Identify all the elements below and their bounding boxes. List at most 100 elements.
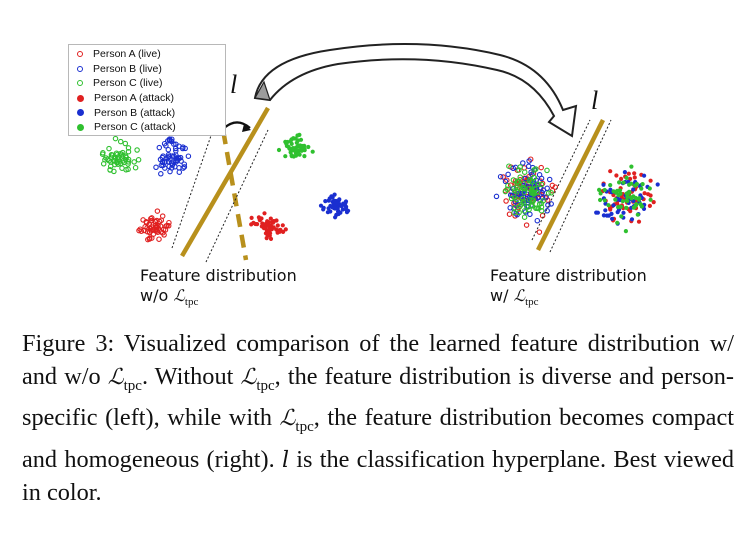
scatter-point <box>290 146 296 151</box>
scatter-point <box>516 167 522 173</box>
legend-item: Person A (attack) <box>73 91 221 106</box>
marker-icon <box>77 123 84 131</box>
loss-subscript: tpc <box>184 296 199 309</box>
scatter-point <box>548 201 554 207</box>
legend-item: Person B (live) <box>73 62 221 77</box>
scatter-point <box>275 223 280 228</box>
scatter-point <box>517 164 523 170</box>
scatter-point <box>624 205 629 210</box>
scatter-point <box>648 197 653 202</box>
scatter-point <box>147 226 154 232</box>
hyperplane-solid-right <box>535 118 606 252</box>
marker-icon <box>77 51 83 58</box>
scatter-point <box>100 161 107 167</box>
scatter-point <box>333 215 338 220</box>
scatter-point <box>135 157 142 163</box>
scatter-point <box>136 227 142 234</box>
scatter-point <box>628 209 633 214</box>
scatter-point <box>635 212 640 217</box>
scatter-point <box>536 229 543 235</box>
scatter-point <box>332 198 337 204</box>
scatter-point <box>529 203 536 209</box>
scatter-point <box>597 187 602 192</box>
scatter-point <box>520 160 526 166</box>
scatter-point <box>298 137 304 142</box>
legend-label: Person A (live) <box>93 48 161 61</box>
scatter-point <box>267 226 272 231</box>
hyperplane-label-left: l <box>230 70 238 99</box>
caption-text: . Without <box>141 362 241 390</box>
loss-symbol: ℒ <box>173 286 185 305</box>
scatter-point <box>262 225 267 231</box>
scatter-point <box>510 177 517 183</box>
scatter-point <box>611 189 616 194</box>
scatter-point <box>268 216 273 221</box>
scatter-point <box>527 211 533 218</box>
scatter-point <box>125 148 132 155</box>
legend-item: Person B (attack) <box>73 105 221 120</box>
scatter-point <box>648 193 653 198</box>
scatter-point <box>538 164 544 171</box>
scatter-point <box>158 171 164 177</box>
legend-label: Person B (live) <box>93 62 162 75</box>
scatter-point <box>619 214 624 219</box>
scatter-point <box>621 210 626 215</box>
figure-canvas <box>99 43 660 263</box>
scatter-point <box>340 207 345 212</box>
scatter-point <box>532 190 538 196</box>
scatter-point <box>598 191 603 196</box>
scatter-point <box>131 159 137 165</box>
scatter-point <box>615 220 620 225</box>
scatter-point <box>655 182 660 187</box>
legend-label: Person B (attack) <box>94 106 176 119</box>
scatter-point <box>163 223 169 229</box>
scatter-point <box>627 190 632 195</box>
scatter-point <box>536 172 543 178</box>
scatter-point <box>531 182 538 188</box>
scatter-point <box>548 190 554 196</box>
scatter-point <box>293 151 299 156</box>
scatter-point <box>169 136 175 142</box>
scatter-point <box>497 173 504 180</box>
label-prefix: w/o <box>140 286 174 305</box>
scatter-point <box>112 135 119 142</box>
scatter-point <box>629 164 634 169</box>
scatter-point <box>306 144 311 150</box>
marker-icon <box>77 65 83 72</box>
scatter-point <box>637 196 642 201</box>
scatter-point <box>537 198 543 204</box>
loss-subscript: tpc <box>256 377 275 394</box>
rotation-arrowhead <box>242 124 251 132</box>
scatter-point <box>176 155 182 162</box>
scatter-point <box>302 154 307 159</box>
scatter-point <box>543 194 549 200</box>
scatter-point <box>262 211 267 216</box>
scatter-point <box>122 140 129 147</box>
marker-icon <box>77 80 83 87</box>
scatter-point <box>154 217 160 224</box>
scatter-point <box>173 152 179 158</box>
scatter-point <box>609 211 614 216</box>
scatter-point <box>108 152 115 158</box>
scatter-point <box>167 168 173 175</box>
scatter-point <box>283 154 288 159</box>
scatter-point <box>526 206 532 213</box>
scatter-point <box>297 152 302 157</box>
scatter-point <box>651 200 656 205</box>
scatter-point <box>150 231 157 237</box>
scatter-point <box>120 158 126 164</box>
scatter-point <box>619 176 624 181</box>
scatter-point <box>291 136 296 141</box>
scatter-point <box>610 216 615 221</box>
scatter-point <box>608 187 613 192</box>
scatter-point <box>344 204 349 209</box>
scatter-point <box>606 203 611 208</box>
scatter-point <box>608 207 613 212</box>
right-panel-label-line1: Feature distribution <box>490 266 647 285</box>
scatter-point <box>125 145 132 151</box>
scatter-point <box>523 222 530 228</box>
scatter-point <box>328 209 333 214</box>
scatter-point <box>633 203 639 208</box>
scatter-point <box>323 199 328 204</box>
scatter-point <box>508 195 515 202</box>
